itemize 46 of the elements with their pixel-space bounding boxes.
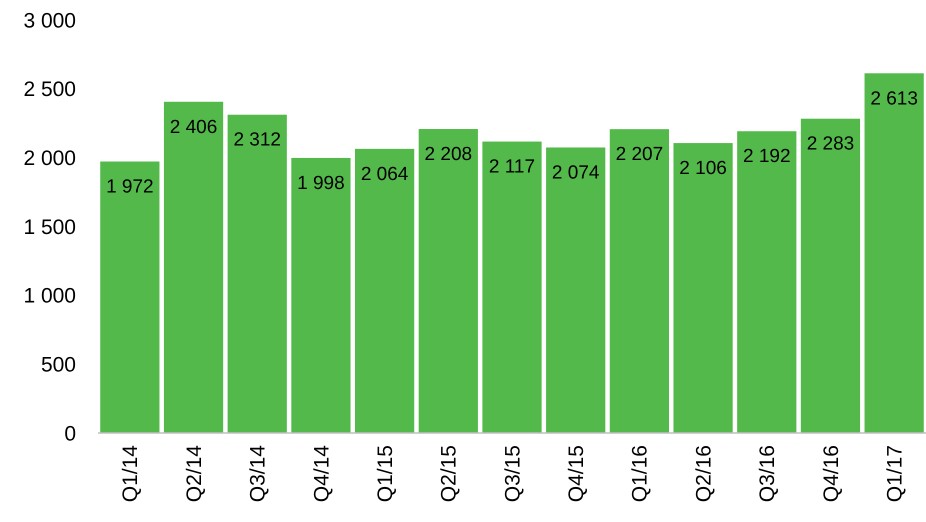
y-tick-label: 2 000	[23, 147, 76, 170]
data-label: 2 312	[233, 130, 282, 151]
y-tick-label: 3 000	[23, 9, 76, 32]
bar	[164, 102, 224, 433]
y-tick-label: 1 500	[23, 216, 76, 239]
x-tick-label: Q2/14	[182, 444, 206, 502]
data-label: 2 064	[360, 164, 409, 185]
data-label: 2 117	[488, 156, 536, 178]
x-tick-label: Q1/15	[374, 445, 397, 502]
data-label: 2 106	[679, 158, 727, 180]
y-tick-label: 0	[64, 422, 76, 446]
bar	[673, 143, 733, 433]
data-label: 2 208	[424, 144, 472, 166]
data-label: 1 998	[297, 172, 345, 194]
bar	[228, 114, 287, 433]
bar	[800, 118, 860, 433]
x-tick-label: Q4/14	[310, 444, 334, 502]
x-tick-label: Q1/16	[628, 445, 652, 502]
bar	[737, 131, 796, 433]
x-tick-label: Q2/16	[692, 445, 716, 502]
x-tick-label: Q1/14	[119, 444, 142, 502]
x-tick-label: Q1/17	[884, 445, 907, 502]
bar	[864, 73, 924, 433]
y-tick-label: 2 500	[23, 78, 76, 102]
bar	[610, 129, 669, 433]
x-tick-label: Q3/16	[756, 445, 780, 502]
data-label: 2 613	[870, 88, 918, 110]
x-tick-label: Q2/15	[438, 445, 461, 502]
x-tick-label: Q3/15	[501, 445, 524, 502]
bar	[355, 148, 414, 433]
data-label: 2 192	[742, 146, 791, 168]
x-tick-label: Q4/16	[820, 445, 843, 502]
data-label: 1 972	[106, 176, 154, 198]
x-tick-label: Q4/15	[565, 445, 588, 502]
bar	[291, 158, 351, 433]
y-tick-label: 500	[40, 354, 76, 377]
data-label: 2 207	[616, 144, 664, 166]
data-label: 2 074	[552, 162, 600, 184]
bar	[418, 129, 478, 433]
data-label: 2 283	[806, 134, 854, 155]
bar	[546, 147, 606, 433]
y-tick-label: 1 000	[23, 284, 76, 308]
bar	[100, 162, 160, 433]
bar	[482, 142, 542, 433]
data-label: 2 406	[170, 116, 218, 138]
x-tick-label: Q3/14	[246, 444, 270, 502]
